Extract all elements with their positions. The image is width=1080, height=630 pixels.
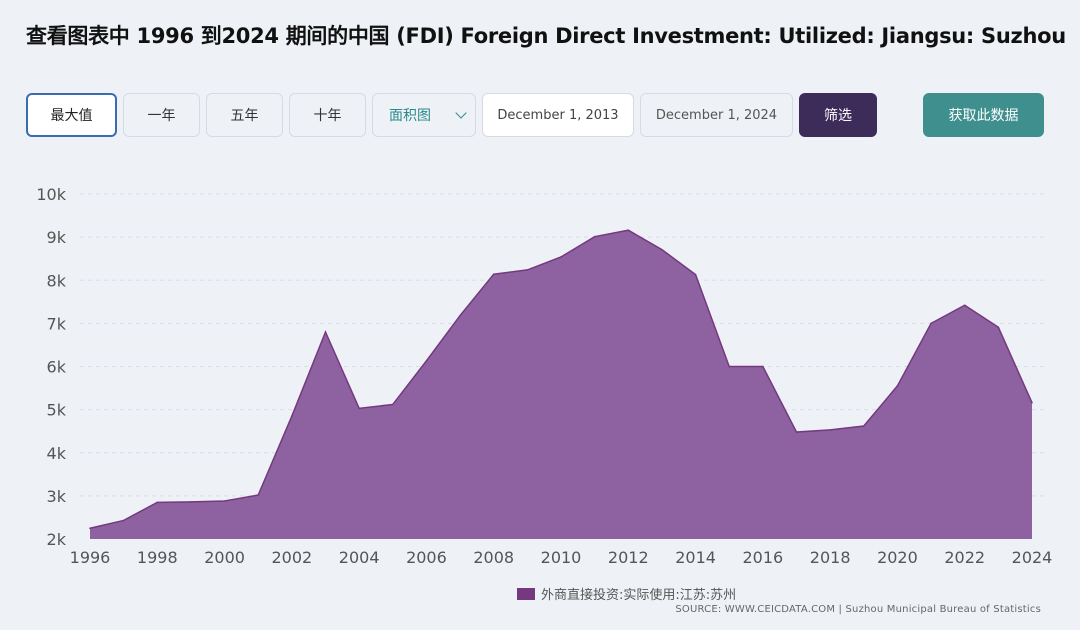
ten-year-button[interactable]: 十年 (289, 93, 366, 137)
x-tick-label: 2024 (1012, 548, 1053, 567)
data-point (896, 385, 899, 387)
y-tick-label: 2k (47, 530, 67, 549)
data-point (391, 403, 394, 406)
page-title: 查看图表中 1996 到2024 期间的中国 (FDI) Foreign Dir… (26, 24, 1066, 48)
data-point (762, 365, 764, 368)
x-tick-label: 2006 (406, 548, 447, 567)
x-tick-label: 2016 (742, 548, 783, 567)
data-point (89, 527, 91, 530)
data-point (829, 429, 831, 431)
x-tick-label: 2020 (877, 548, 918, 567)
y-tick-label: 4k (47, 444, 67, 463)
x-tick-label: 2012 (608, 548, 649, 567)
x-tick-label: 2004 (339, 548, 380, 567)
data-point (122, 519, 125, 522)
data-point (728, 365, 731, 368)
data-point (694, 273, 697, 276)
data-point (156, 501, 159, 504)
data-point (257, 494, 260, 496)
y-tick-label: 6k (47, 358, 67, 377)
x-tick-label: 2008 (473, 548, 514, 567)
x-tick-label: 2002 (271, 548, 312, 567)
get-data-button[interactable]: 获取此数据 (923, 93, 1044, 137)
start-date-input[interactable]: December 1, 2013 (482, 93, 634, 137)
y-tick-label: 7k (47, 314, 67, 333)
data-point (324, 331, 327, 333)
x-tick-label: 2000 (204, 548, 245, 567)
x-tick-label: 1996 (70, 548, 111, 567)
chart-type-label: 面积图 (389, 108, 431, 124)
filter-button[interactable]: 筛选 (799, 93, 877, 137)
x-tick-label: 2010 (541, 548, 582, 567)
data-point (627, 229, 630, 232)
data-point (997, 326, 1000, 329)
x-axis-ticks: 1996 1998 2000 2002 2004 2006 2008 2010 2012 2014… (70, 548, 1053, 567)
data-point (795, 431, 798, 433)
legend-swatch (517, 587, 535, 600)
data-point (526, 269, 529, 271)
end-date-input[interactable]: December 1, 2024 (640, 93, 793, 137)
source-note: SOURCE: WWW.CEICDATA.COM | Suzhou Munici… (675, 604, 1041, 615)
y-tick-label: 5k (47, 401, 67, 420)
x-tick-label: 2014 (675, 548, 716, 567)
y-tick-label: 10k (36, 185, 66, 204)
data-point (930, 322, 932, 325)
data-point (492, 273, 495, 276)
data-point (661, 248, 663, 251)
legend[interactable]: 外商直接投资:实际使用:江苏:苏州 (517, 584, 736, 603)
data-point (190, 501, 192, 503)
y-tick-label: 8k (47, 271, 67, 290)
data-point (560, 256, 562, 258)
five-year-button[interactable]: 五年 (206, 93, 283, 137)
x-tick-label: 1998 (137, 548, 178, 567)
data-point (459, 314, 461, 317)
area-series (89, 229, 1033, 539)
data-point (425, 360, 428, 362)
data-point (358, 407, 360, 410)
data-point (223, 500, 226, 502)
x-tick-label: 2022 (944, 548, 985, 567)
chart-type-select[interactable]: 面积图 (372, 93, 476, 137)
legend-label: 外商直接投资:实际使用:江苏:苏州 (541, 588, 737, 603)
data-point (963, 304, 966, 307)
data-point (593, 235, 596, 238)
x-tick-label: 2018 (810, 548, 851, 567)
max-range-button[interactable]: 最大值 (26, 93, 117, 137)
y-tick-label: 9k (47, 228, 67, 247)
y-tick-label: 3k (47, 487, 67, 506)
area-fill (90, 230, 1032, 539)
data-point (862, 425, 865, 427)
data-point (291, 415, 293, 417)
one-year-button[interactable]: 一年 (123, 93, 200, 137)
y-axis-ticks: 2k 3k 4k 5k 6k 7k 8k 9k 10k (36, 185, 66, 549)
data-point (1031, 401, 1033, 404)
